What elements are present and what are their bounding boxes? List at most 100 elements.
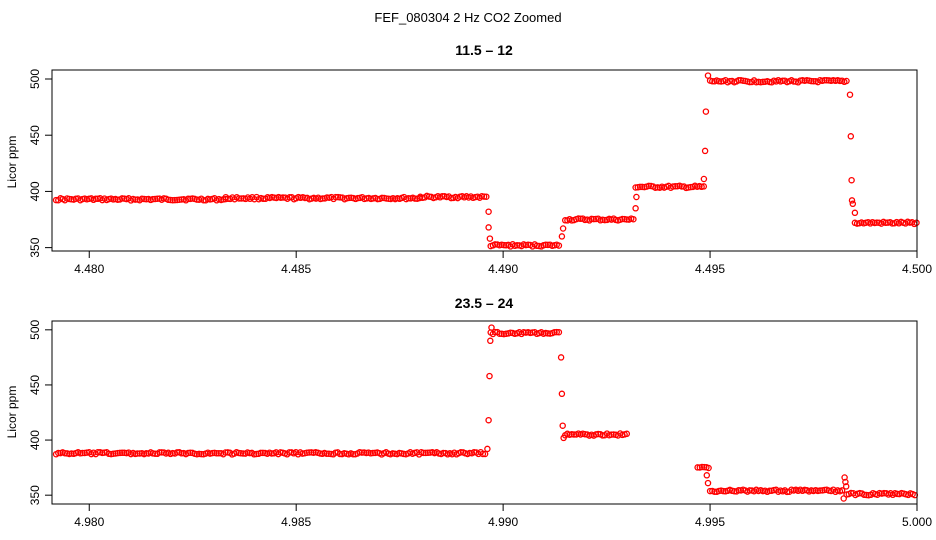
data-point <box>496 330 503 337</box>
x-tick-label: 4.985 <box>281 515 311 529</box>
data-point <box>222 449 229 456</box>
data-point <box>623 216 631 223</box>
x-tick-label: 4.995 <box>695 515 725 529</box>
data-point <box>705 464 712 472</box>
data-point <box>669 183 677 190</box>
data-point <box>632 184 639 191</box>
data-point <box>257 449 264 457</box>
data-point <box>235 195 243 202</box>
data-point <box>720 487 727 495</box>
data-point <box>378 194 386 202</box>
data-point <box>486 235 494 242</box>
data-point <box>116 449 124 457</box>
data-point <box>485 224 492 231</box>
data-point <box>149 195 157 203</box>
data-point <box>882 219 889 227</box>
data-point <box>633 193 640 201</box>
data-point <box>138 195 146 203</box>
data-point <box>383 195 390 202</box>
data-point <box>118 195 126 202</box>
data-point <box>848 197 856 204</box>
data-point <box>810 77 817 85</box>
data-point <box>156 449 163 456</box>
data-point <box>480 193 488 200</box>
y-tick-label: 450 <box>28 125 42 145</box>
data-point <box>237 195 245 202</box>
data-point <box>838 487 846 494</box>
plot-title-2: 23.5 – 24 <box>455 295 514 311</box>
data-point <box>588 215 595 223</box>
plot-frame-2 <box>51 320 918 505</box>
data-point <box>544 330 552 337</box>
data-point <box>500 241 508 249</box>
data-point <box>420 449 427 457</box>
data-point <box>836 77 844 85</box>
data-point <box>694 464 701 471</box>
data-point <box>555 328 563 336</box>
data-point <box>422 449 429 457</box>
data-point <box>557 354 565 361</box>
data-point <box>821 76 828 84</box>
data-points-2 <box>52 324 919 502</box>
data-point <box>110 450 117 457</box>
data-point <box>645 182 653 190</box>
data-point <box>808 77 815 85</box>
data-point <box>487 337 494 345</box>
data-point <box>305 449 313 456</box>
data-point <box>483 193 490 200</box>
x-tick-label: 4.990 <box>488 515 518 529</box>
data-point <box>323 194 331 201</box>
data-point <box>209 449 216 457</box>
data-point <box>349 450 357 458</box>
data-point <box>171 196 179 204</box>
data-point <box>486 372 493 380</box>
data-point <box>140 195 148 203</box>
figure-title: FEF_080304 2 Hz CO2 Zoomed <box>374 10 561 25</box>
data-point <box>709 77 716 85</box>
data-point <box>277 194 285 201</box>
data-point <box>568 431 576 438</box>
data-point <box>746 487 753 494</box>
data-point <box>134 450 141 457</box>
data-point <box>114 449 121 457</box>
data-point <box>513 241 521 249</box>
data-point <box>623 430 631 438</box>
data-point <box>542 241 549 249</box>
data-point <box>213 450 220 457</box>
data-point <box>843 77 850 85</box>
y-tick-label: 450 <box>28 375 42 395</box>
x-tick-label: 4.980 <box>74 515 104 529</box>
x-tick-label: 5.000 <box>902 515 932 529</box>
plot-title-1: 11.5 – 12 <box>455 42 513 58</box>
data-point <box>553 328 560 336</box>
data-point <box>608 431 615 438</box>
data-point <box>369 449 377 457</box>
data-point <box>842 478 849 486</box>
data-point <box>551 328 558 336</box>
x-tick-label: 4.500 <box>902 262 932 276</box>
data-point <box>559 422 566 429</box>
data-point <box>570 431 578 438</box>
data-point <box>711 488 718 495</box>
x-tick-label: 4.480 <box>74 262 104 276</box>
data-point <box>484 445 491 453</box>
data-point <box>842 483 850 490</box>
data-point <box>55 449 62 457</box>
data-point <box>94 448 102 456</box>
data-point <box>195 450 203 458</box>
ticks-1: 4.480 4.485 4.490 4.495 4.500 350 400 450 500 <box>28 69 932 276</box>
data-point <box>700 175 708 183</box>
data-point <box>560 434 567 442</box>
data-point <box>555 242 563 249</box>
data-point <box>533 242 541 250</box>
data-point <box>176 196 183 203</box>
y-tick-label: 400 <box>28 430 42 450</box>
data-point <box>851 209 859 217</box>
data-point <box>840 495 847 502</box>
data-point <box>706 487 714 495</box>
data-point <box>132 196 139 203</box>
data-point <box>488 324 495 331</box>
data-point <box>424 449 432 457</box>
plot-panel-1: 11.5 – 12 Licor ppm 4.480 4.485 4.490 4.495… <box>5 42 932 276</box>
